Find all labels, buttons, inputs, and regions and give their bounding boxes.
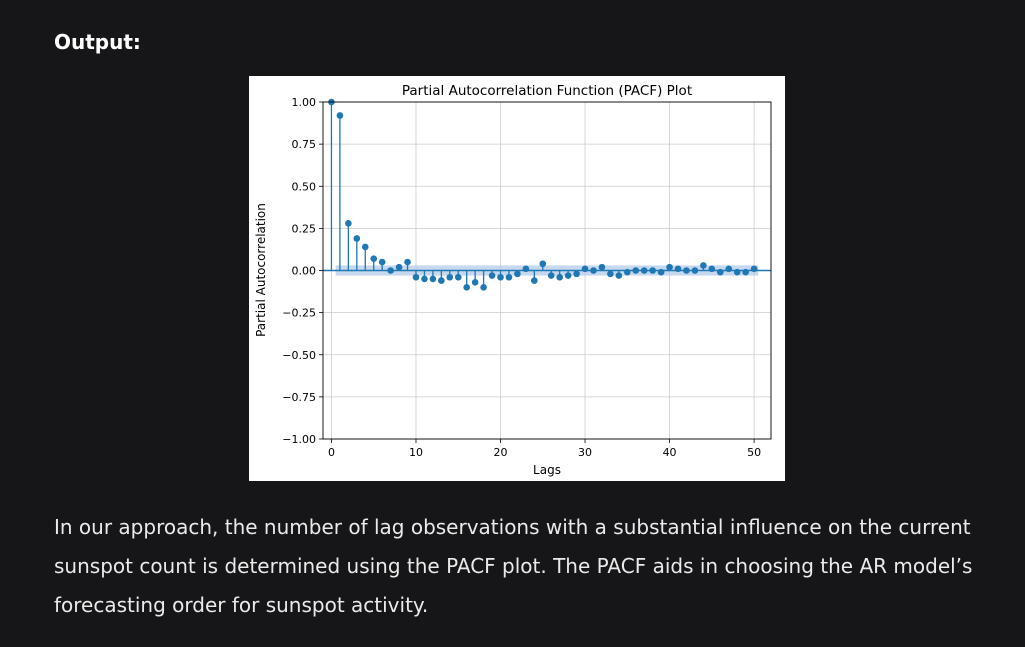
data-point [590, 267, 597, 274]
data-point [429, 275, 437, 283]
output-heading: Output: [54, 30, 141, 54]
x-tick-label: 20 [494, 446, 508, 459]
stems [323, 102, 771, 288]
data-point [581, 265, 589, 273]
data-point [716, 268, 724, 276]
data-point [742, 268, 749, 276]
x-tick-label: 10 [409, 446, 423, 459]
y-tick-label: 1.00 [292, 96, 317, 109]
data-point [497, 273, 504, 281]
y-tick-label: 0.50 [292, 180, 317, 193]
data-point [615, 272, 623, 279]
data-point [733, 268, 741, 276]
y-axis-label: Partial Autocorrelation [254, 203, 268, 337]
x-tick-label: 50 [747, 446, 761, 459]
data-point [412, 273, 420, 281]
data-point [598, 263, 606, 271]
y-tick-label: 0.75 [292, 138, 317, 151]
data-point [632, 267, 640, 274]
data-point [378, 258, 386, 266]
data-point [539, 260, 547, 268]
tick-labels: 1.00 0.75 0.50 0.25 0.00 −0.25 −0.50 −0.75 −1.00… [282, 96, 761, 459]
data-point [750, 265, 758, 273]
x-axis-label: Lags [533, 463, 561, 477]
data-point [454, 273, 462, 281]
data-point [395, 263, 403, 271]
data-point [514, 270, 521, 278]
data-point [649, 267, 656, 274]
x-tick-label: 0 [328, 446, 335, 459]
y-tick-label: −0.25 [282, 307, 316, 320]
data-point [345, 220, 352, 227]
data-point [446, 273, 454, 281]
data-point [438, 277, 445, 284]
data-point [708, 265, 716, 273]
y-tick-label: 0.00 [292, 265, 317, 278]
markers [328, 98, 758, 291]
data-point [691, 267, 699, 274]
data-point [725, 265, 733, 273]
data-point [488, 272, 496, 279]
data-point [336, 112, 344, 119]
data-point [624, 268, 631, 276]
data-point [573, 270, 580, 278]
data-point [522, 265, 530, 273]
data-point [387, 267, 394, 274]
data-point [404, 258, 411, 266]
data-point [640, 267, 648, 274]
data-point [683, 267, 690, 274]
data-point [700, 262, 707, 269]
x-tick-label: 30 [578, 446, 592, 459]
data-point [361, 243, 369, 251]
y-tick-label: −1.00 [282, 433, 316, 446]
explanation-paragraph: In our approach, the number of lag obser… [54, 515, 973, 617]
pacf-figure: Partial Autocorrelation Function (PACF) … [249, 76, 785, 481]
y-tick-label: −0.75 [282, 391, 316, 404]
data-point [421, 275, 428, 283]
data-point [607, 270, 614, 278]
data-point [531, 277, 538, 284]
y-tick-label: −0.50 [282, 349, 316, 362]
chart-title: Partial Autocorrelation Function (PACF) … [402, 83, 692, 99]
data-point [463, 284, 470, 291]
data-point [547, 272, 555, 279]
data-point [353, 235, 361, 242]
data-point [505, 273, 513, 281]
pacf-chart: Partial Autocorrelation Function (PACF) … [254, 83, 772, 477]
data-point [666, 263, 673, 271]
data-point [480, 284, 487, 291]
data-point [674, 265, 682, 273]
plot-frame [322, 101, 772, 440]
y-tick-label: 0.25 [292, 222, 317, 235]
data-point [556, 273, 563, 281]
axes [319, 101, 772, 443]
x-tick-label: 40 [663, 446, 677, 459]
data-point [370, 255, 378, 263]
data-point [564, 272, 572, 279]
data-point [471, 278, 479, 286]
data-point [657, 268, 665, 276]
